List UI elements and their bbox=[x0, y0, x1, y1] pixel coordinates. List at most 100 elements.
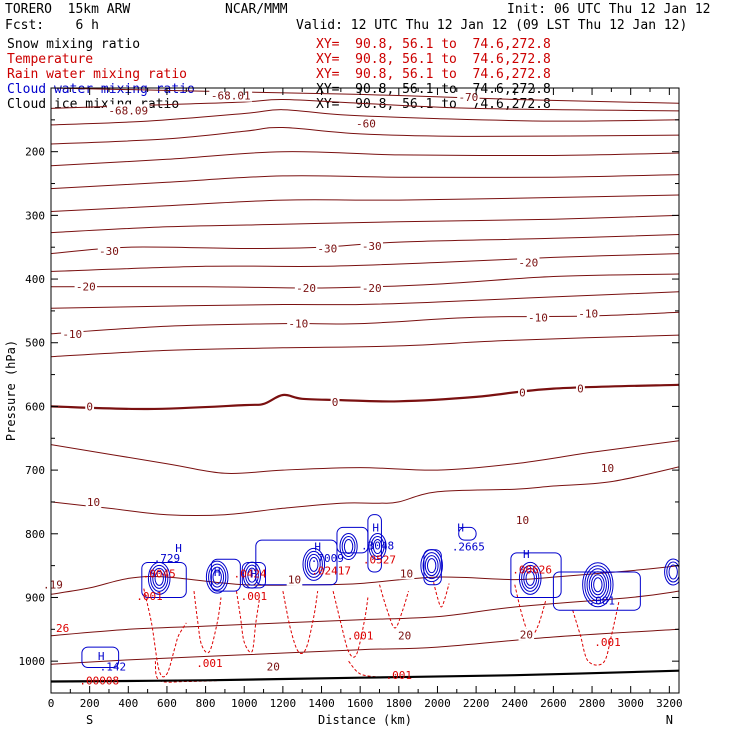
forecast-hour: Fcst: 6 h bbox=[5, 18, 99, 33]
label-bg bbox=[265, 660, 282, 673]
rain-contour bbox=[348, 660, 380, 678]
field-xy: XY= 90.8, 56.1 to 74.6,272.8 bbox=[316, 52, 551, 67]
cloud-water-contour bbox=[593, 577, 603, 593]
field-name: Rain water mixing ratio bbox=[7, 67, 188, 82]
label-bg bbox=[287, 317, 310, 330]
cloud-water-contour bbox=[422, 552, 441, 580]
cloud-water-contour bbox=[510, 552, 562, 598]
x-tick-label: 2600 bbox=[540, 697, 567, 710]
label-bg bbox=[85, 400, 95, 413]
label-bg bbox=[576, 307, 600, 320]
temperature-label: -10 bbox=[528, 311, 548, 324]
temperature-label: -20 bbox=[518, 256, 538, 269]
temperature-label: -30 bbox=[317, 242, 337, 255]
temperature-contour bbox=[51, 565, 679, 595]
temperature-label: 0 bbox=[577, 383, 584, 396]
temperature-label: 10 bbox=[288, 574, 301, 587]
terrain-line bbox=[50, 669, 680, 683]
temperature-label: 10 bbox=[87, 496, 100, 509]
temperature-contour bbox=[51, 291, 679, 309]
rain-contour bbox=[572, 600, 620, 666]
cloud-water-contour bbox=[141, 561, 187, 598]
y-tick-label: 900 bbox=[25, 591, 45, 604]
y-tick-label: 200 bbox=[25, 146, 45, 159]
cloud-water-contour bbox=[212, 569, 222, 585]
label-bg bbox=[316, 242, 339, 255]
label-bg bbox=[61, 327, 84, 340]
temperature-label: -30 bbox=[362, 240, 382, 253]
temperature-contour bbox=[51, 334, 679, 358]
rain-label: .00626 bbox=[512, 563, 552, 576]
temperature-label: 10 bbox=[516, 514, 529, 527]
temperature-contour bbox=[51, 466, 679, 516]
cloud-water-contour bbox=[339, 533, 358, 561]
cloud-water-contour bbox=[525, 570, 535, 586]
cloud-high-marker: H bbox=[523, 548, 530, 561]
label-bg bbox=[518, 386, 527, 399]
cloud-water-contour bbox=[154, 570, 164, 586]
rain-contour bbox=[332, 590, 369, 658]
cloud-water-contour bbox=[81, 646, 120, 669]
x-tick-label: 2200 bbox=[463, 697, 490, 710]
cloud-high-marker: H bbox=[175, 542, 182, 555]
cloud-water-contour bbox=[306, 553, 321, 575]
temperature-label: -20 bbox=[362, 282, 382, 295]
rain-label: .001 bbox=[347, 630, 374, 643]
label-bg bbox=[286, 573, 303, 586]
temperature-label: -20 bbox=[296, 282, 316, 295]
y-tick-label: 400 bbox=[25, 273, 45, 286]
rain-label: .001 bbox=[136, 590, 163, 603]
cloud-water-contour bbox=[152, 567, 167, 589]
rain-label: .001 bbox=[386, 669, 413, 682]
cloud-high-marker: H bbox=[251, 567, 258, 580]
label-bg bbox=[398, 567, 415, 580]
label-bg bbox=[457, 90, 480, 103]
temperature-label: -10 bbox=[62, 328, 82, 341]
cloud-water-contour bbox=[208, 563, 227, 591]
cloud-label: .142 bbox=[100, 660, 127, 673]
label-bg bbox=[396, 629, 413, 642]
rain-label: .001 bbox=[241, 590, 268, 603]
cloud-water-contour bbox=[584, 565, 612, 605]
temperature-contour bbox=[51, 109, 679, 126]
rain-label: .001 bbox=[594, 636, 621, 649]
x-tick-label: 600 bbox=[157, 697, 177, 710]
rain-contour bbox=[193, 591, 222, 654]
x-tick-label: 1400 bbox=[308, 697, 335, 710]
temperature-label: -10 bbox=[578, 307, 598, 320]
field-name: Snow mixing ratio bbox=[7, 37, 141, 52]
rain-contour bbox=[236, 591, 261, 653]
temperature-contour bbox=[51, 174, 679, 190]
cloud-water-contour bbox=[588, 571, 607, 599]
label-bg bbox=[354, 117, 378, 130]
x-axis-title: Distance (km) bbox=[318, 713, 412, 727]
cloud-water-contour bbox=[420, 549, 443, 583]
cloud-water-contour bbox=[368, 533, 387, 561]
temperature-contour bbox=[51, 151, 679, 167]
temperature-label: 0 bbox=[519, 386, 526, 399]
temperature-label: -20 bbox=[76, 281, 96, 294]
cloud-water-contour bbox=[150, 564, 169, 592]
rain-contour bbox=[433, 582, 450, 608]
cloud-water-contour bbox=[245, 564, 259, 586]
temperature-contour bbox=[51, 214, 679, 234]
rain-contour bbox=[154, 661, 225, 683]
label-bg bbox=[526, 311, 550, 324]
temperature-label: -68.01 bbox=[211, 90, 251, 103]
y-tick-label: 700 bbox=[25, 464, 45, 477]
cloud-water-contour bbox=[370, 536, 385, 558]
cloud-label: .729 bbox=[154, 552, 181, 565]
label-bg bbox=[74, 280, 97, 293]
cloud-water-contour bbox=[205, 560, 229, 594]
cloud-label: .7009 bbox=[311, 552, 344, 565]
cloud-water-contour bbox=[247, 567, 257, 583]
y-tick-label: 1000 bbox=[19, 655, 46, 668]
cloud-water-contour bbox=[521, 564, 540, 592]
cloud-water-contour bbox=[586, 568, 610, 602]
temperature-label: -70 bbox=[458, 91, 478, 104]
cloud-high-marker: H bbox=[314, 541, 321, 554]
label-bg bbox=[518, 628, 535, 641]
x-tick-label: 2400 bbox=[502, 697, 529, 710]
cloud-water-contour bbox=[458, 526, 477, 541]
cloud-water-contour bbox=[304, 550, 323, 578]
